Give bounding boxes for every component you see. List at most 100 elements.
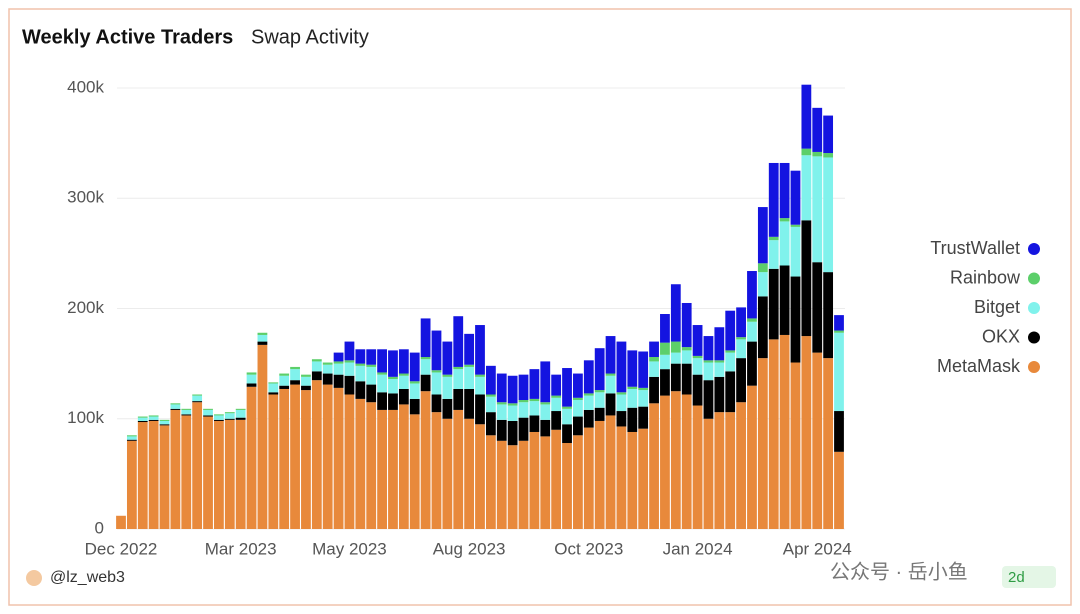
bar-segment <box>801 220 812 337</box>
bar-segment <box>605 375 616 394</box>
bar-segment <box>540 361 551 403</box>
bar-segment <box>388 393 398 410</box>
bar-segment <box>670 363 681 392</box>
bar-segment <box>834 330 844 333</box>
bar-segment <box>834 315 844 331</box>
bar-segment <box>562 368 572 407</box>
bar-segment <box>823 115 834 154</box>
bar-segment <box>181 409 192 415</box>
bar-segment <box>126 435 137 437</box>
bar-segment <box>137 417 148 421</box>
bar-segment <box>126 436 137 440</box>
bar-segment <box>681 350 692 364</box>
card-title: Weekly Active Traders <box>22 26 233 48</box>
bar-segment <box>355 365 366 382</box>
bar-segment <box>649 403 659 529</box>
bar-segment <box>279 375 290 386</box>
bar-segment <box>279 373 290 376</box>
bar-segment <box>703 380 714 419</box>
bar-segment <box>747 271 757 319</box>
x-tick-label: Aug 2023 <box>433 539 506 558</box>
bar-segment <box>616 411 627 427</box>
bar-segment <box>398 388 409 405</box>
bar-segment <box>203 409 213 416</box>
bar-segment <box>333 361 344 364</box>
bar-segment <box>301 374 311 377</box>
bar-segment <box>311 359 322 362</box>
bar-segment <box>214 414 224 416</box>
bar-segment <box>660 342 670 355</box>
bar-segment <box>453 316 464 367</box>
bar-segment <box>605 415 616 529</box>
bar-segment <box>768 162 779 237</box>
bar-segment <box>126 439 137 441</box>
x-tick-label: Oct 2023 <box>554 539 623 558</box>
bar-segment <box>757 272 768 297</box>
bar-segment <box>420 359 431 375</box>
bar-segment <box>551 397 562 412</box>
bar-segment <box>355 398 366 529</box>
bar-segment <box>279 388 290 529</box>
bar-segment <box>203 408 213 410</box>
bar-segment <box>747 385 757 529</box>
bar-segment <box>616 394 627 412</box>
bar-segment <box>159 424 170 426</box>
bar-segment <box>801 336 812 529</box>
author-handle[interactable]: @lz_web3 <box>50 569 125 586</box>
bar-segment <box>333 387 344 529</box>
bar-segment <box>812 156 823 263</box>
bar-segment <box>670 352 681 364</box>
bar-segment <box>714 376 725 413</box>
bar-segment <box>768 240 779 269</box>
bar-segment <box>181 415 192 529</box>
bar-segment <box>551 395 562 398</box>
bar-segment <box>475 376 485 395</box>
bar-segment <box>529 415 540 432</box>
x-tick-label: Jan 2024 <box>663 539 733 558</box>
bar-segment <box>496 404 507 420</box>
x-tick-label: Apr 2024 <box>783 539 852 558</box>
bar-segment <box>714 360 725 363</box>
bar-segment <box>311 371 322 381</box>
bar-segment <box>192 395 203 402</box>
bar-segment <box>725 412 736 529</box>
bar-segment <box>779 162 790 219</box>
bar-segment <box>301 385 311 391</box>
bar-segment <box>703 418 714 529</box>
bar-segment <box>823 157 834 273</box>
bar-segment <box>475 325 485 375</box>
y-tick-label: 400k <box>67 77 104 96</box>
bar-segment <box>649 361 659 377</box>
bar-segment <box>834 411 844 452</box>
bar-segment <box>573 373 583 398</box>
bar-segment <box>562 424 572 444</box>
legend-swatch <box>1028 331 1040 344</box>
bar-segment <box>801 84 812 149</box>
bar-segment <box>703 362 714 381</box>
bar-segment <box>366 402 377 529</box>
bar-segment <box>224 419 235 529</box>
bar-segment <box>627 386 638 389</box>
tab-label[interactable]: Swap Activity <box>251 26 369 48</box>
bar-segment <box>583 395 594 410</box>
bar-segment <box>311 361 322 372</box>
bar-segment <box>148 416 159 420</box>
bar-segment <box>583 360 594 394</box>
bar-segment <box>246 386 257 529</box>
bar-segment <box>681 363 692 395</box>
bar-segment <box>301 376 311 386</box>
bar-segment <box>736 339 746 359</box>
plot: 0 100k 200k 300k 400k Dec 2022 Mar 2023 May 202… <box>67 77 1040 558</box>
bar-segment <box>344 375 355 395</box>
bar-segment <box>116 515 126 529</box>
bar-segment <box>409 352 420 382</box>
bar-segment <box>409 398 420 415</box>
bar-segment <box>594 348 605 391</box>
bar-segment <box>496 419 507 441</box>
bar-segment <box>398 404 409 529</box>
bar-segment <box>137 422 148 529</box>
bar-segment <box>203 415 213 417</box>
bar-segment <box>627 431 638 529</box>
author-avatar[interactable] <box>26 570 42 586</box>
bar-segment <box>214 420 224 529</box>
